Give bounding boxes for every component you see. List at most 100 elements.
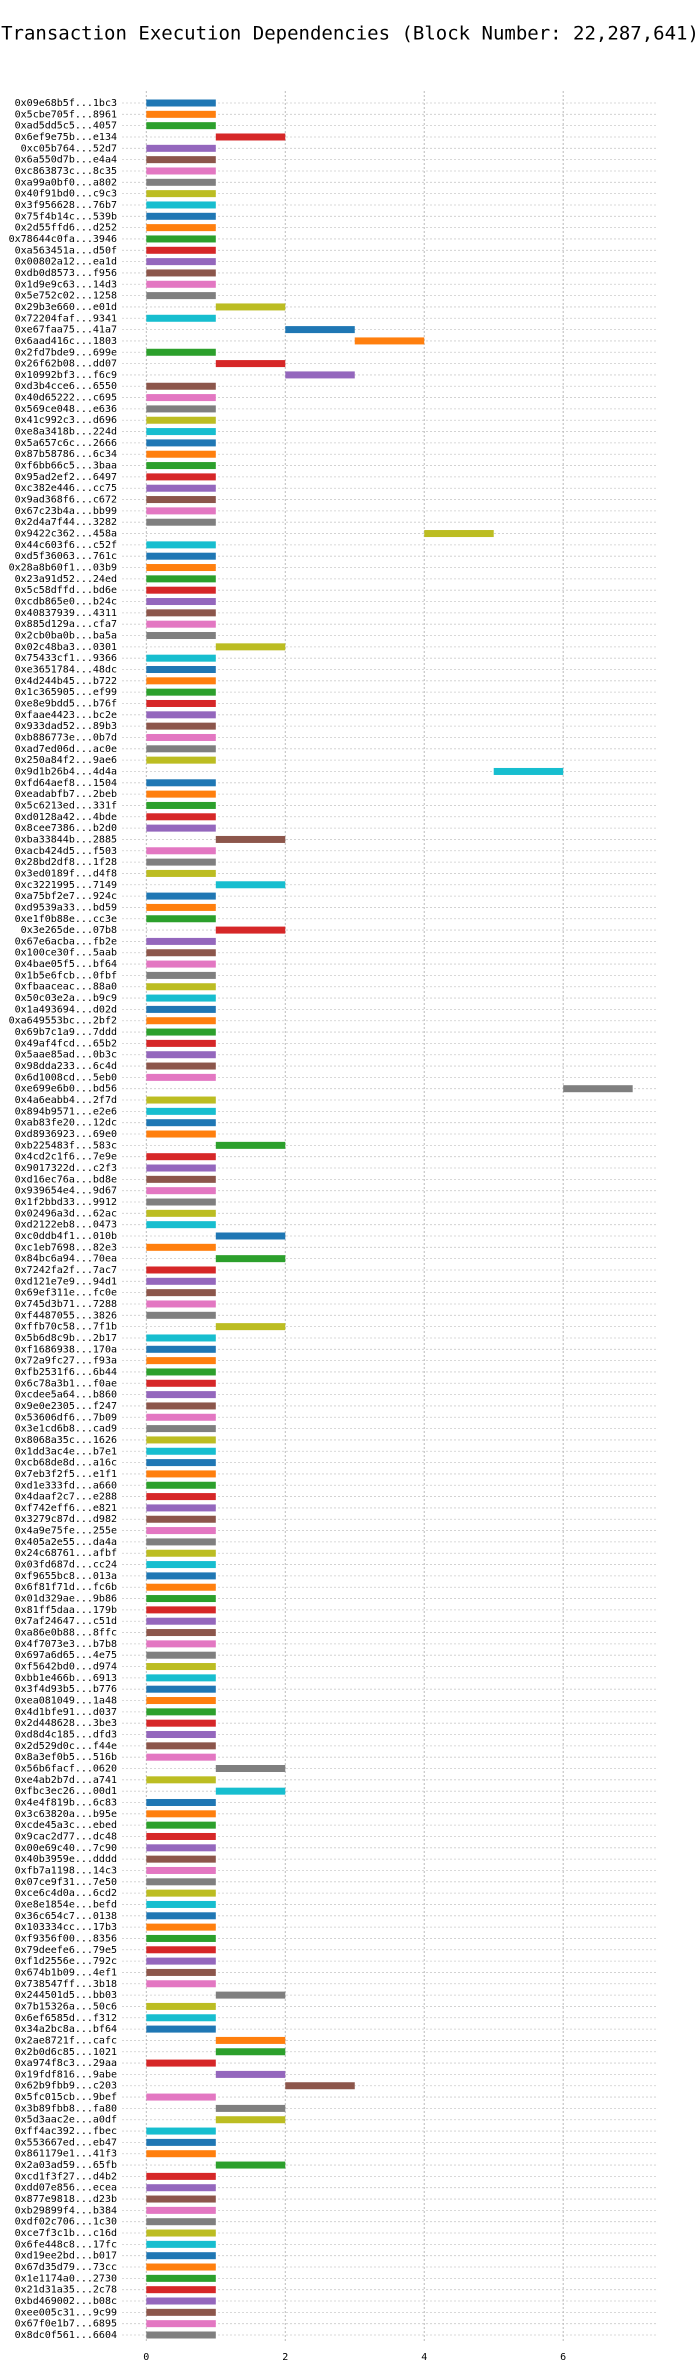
bar bbox=[146, 1549, 216, 1557]
y-tick-label: 0x6a550d7b...e4a4 bbox=[15, 155, 117, 166]
bar bbox=[146, 824, 216, 832]
y-tick-label: 0x98dda233...6c4d bbox=[15, 1061, 117, 1072]
bar bbox=[146, 1946, 216, 1954]
bar bbox=[146, 110, 216, 118]
bar bbox=[146, 994, 216, 1002]
y-tick-label: 0x3f956628...76b7 bbox=[15, 200, 117, 211]
y-tick-label: 0x4bae05f5...bf64 bbox=[15, 959, 117, 970]
y-tick-label: 0x1a493694...d02d bbox=[15, 1004, 117, 1015]
bar bbox=[146, 1413, 216, 1421]
bar bbox=[146, 609, 216, 617]
bar bbox=[146, 224, 216, 232]
bar bbox=[146, 756, 216, 764]
y-tick-label: 0xf1d2556e...792c bbox=[15, 1956, 117, 1967]
bar bbox=[146, 269, 216, 277]
y-tick-label: 0x9422c362...458a bbox=[15, 529, 117, 540]
bar bbox=[146, 937, 216, 945]
y-tick-label: 0x00e69c40...7c90 bbox=[15, 1843, 117, 1854]
bar bbox=[146, 790, 216, 798]
y-tick-label: 0xe4ab2b7d...a741 bbox=[15, 1775, 117, 1786]
y-tick-label: 0x26f62b08...dd07 bbox=[15, 359, 117, 370]
bar bbox=[146, 1391, 216, 1399]
y-tick-label: 0x5c6213ed...331f bbox=[15, 800, 117, 811]
y-tick-label: 0x4d244b45...b722 bbox=[15, 676, 117, 687]
bar bbox=[146, 1187, 216, 1195]
y-tick-label: 0x5d3aac2e...a0df bbox=[15, 2115, 117, 2126]
y-tick-label: 0x67f0e1b7...6895 bbox=[15, 2319, 117, 2330]
bar bbox=[146, 1493, 216, 1501]
bar bbox=[146, 246, 216, 254]
y-tick-label: 0xe8a3418b...224d bbox=[15, 427, 117, 438]
bar bbox=[146, 665, 216, 673]
y-tick-label: 0x250a84f2...9ae6 bbox=[15, 755, 117, 766]
y-tick-label: 0x3b89fbb8...fa80 bbox=[15, 2103, 117, 2114]
bar bbox=[146, 1436, 216, 1444]
y-tick-label: 0xd1e333fd...a660 bbox=[15, 1480, 117, 1491]
y-tick-label: 0x67e6acba...fb2e bbox=[15, 936, 117, 947]
bar bbox=[493, 767, 564, 775]
x-tick-label: 6 bbox=[560, 2352, 566, 2363]
y-tick-label: 0xe8e1854e...befd bbox=[15, 1899, 117, 1910]
y-tick-label: 0xd0128a42...4bde bbox=[15, 812, 117, 823]
bar bbox=[146, 847, 216, 855]
bar bbox=[146, 507, 216, 515]
y-tick-label: 0x29b3e660...e01d bbox=[15, 302, 117, 313]
bar bbox=[146, 745, 216, 753]
y-tick-label: 0xa86e0b88...8ffc bbox=[15, 1628, 117, 1639]
y-tick-label: 0x5fc015cb...9bef bbox=[15, 2092, 117, 2103]
y-tick-label: 0xad7ed06d...ac0e bbox=[15, 744, 117, 755]
y-tick-label: 0x75f4b14c...539b bbox=[15, 211, 117, 222]
bar bbox=[146, 484, 216, 492]
y-tick-label: 0xd121e7e9...94d1 bbox=[15, 1276, 117, 1287]
bar bbox=[215, 926, 286, 934]
bar bbox=[146, 394, 216, 402]
bar bbox=[146, 1640, 216, 1648]
bar bbox=[146, 1311, 216, 1319]
y-tick-label: 0x28a8b60f1...03b9 bbox=[9, 563, 117, 574]
y-tick-label: 0x4f7073e3...b7b8 bbox=[15, 1639, 117, 1650]
bar bbox=[146, 1832, 216, 1840]
y-tick-label: 0xfbaaceac...88a0 bbox=[15, 982, 117, 993]
bar bbox=[146, 2184, 216, 2192]
y-tick-label: 0x6ef9e75b...e134 bbox=[15, 132, 117, 143]
bar bbox=[146, 2240, 216, 2248]
bar bbox=[146, 280, 216, 288]
bar bbox=[146, 2014, 216, 2022]
y-tick-label: 0xc05b764...52d7 bbox=[21, 143, 117, 154]
bar bbox=[146, 2127, 216, 2135]
bar bbox=[146, 813, 216, 821]
bar bbox=[146, 156, 216, 164]
y-tick-label: 0xcde45a3c...ebed bbox=[15, 1820, 117, 1831]
bar bbox=[146, 416, 216, 424]
bar bbox=[146, 1821, 216, 1829]
y-tick-label: 0xd9539a33...bd59 bbox=[15, 902, 117, 913]
y-tick-label: 0x6d1008cd...5eb0 bbox=[15, 1072, 117, 1083]
bar bbox=[146, 1923, 216, 1931]
bar bbox=[146, 167, 216, 175]
bar bbox=[146, 1300, 216, 1308]
bar bbox=[146, 677, 216, 685]
bar bbox=[146, 1866, 216, 1874]
y-tick-label: 0x8a3ef0b5...516b bbox=[15, 1752, 117, 1763]
bar bbox=[215, 1232, 286, 1240]
bar bbox=[146, 1629, 216, 1637]
bar bbox=[146, 2274, 216, 2282]
y-tick-label: 0xdd07e856...ecea bbox=[15, 2183, 117, 2194]
bar bbox=[215, 1991, 286, 1999]
bar bbox=[215, 2048, 286, 2056]
y-tick-label: 0x5b6d8c9b...2b17 bbox=[15, 1333, 117, 1344]
y-tick-label: 0xb29899f4...b384 bbox=[15, 2205, 117, 2216]
bar bbox=[146, 2320, 216, 2328]
bar bbox=[146, 1968, 216, 1976]
y-tick-label: 0x103334cc...17b3 bbox=[15, 1922, 117, 1933]
y-tick-label: 0x1dd3ac4e...b7e1 bbox=[15, 1446, 117, 1457]
y-tick-label: 0x745d3b71...7288 bbox=[15, 1299, 117, 1310]
bar bbox=[146, 1527, 216, 1535]
y-tick-label: 0x40d65222...c695 bbox=[15, 393, 117, 404]
bar bbox=[215, 1323, 286, 1331]
bar bbox=[146, 1753, 216, 1761]
bar bbox=[146, 314, 216, 322]
bar bbox=[146, 699, 216, 707]
y-tick-label: 0x02c48ba3...0301 bbox=[15, 642, 117, 653]
bar bbox=[424, 530, 494, 538]
